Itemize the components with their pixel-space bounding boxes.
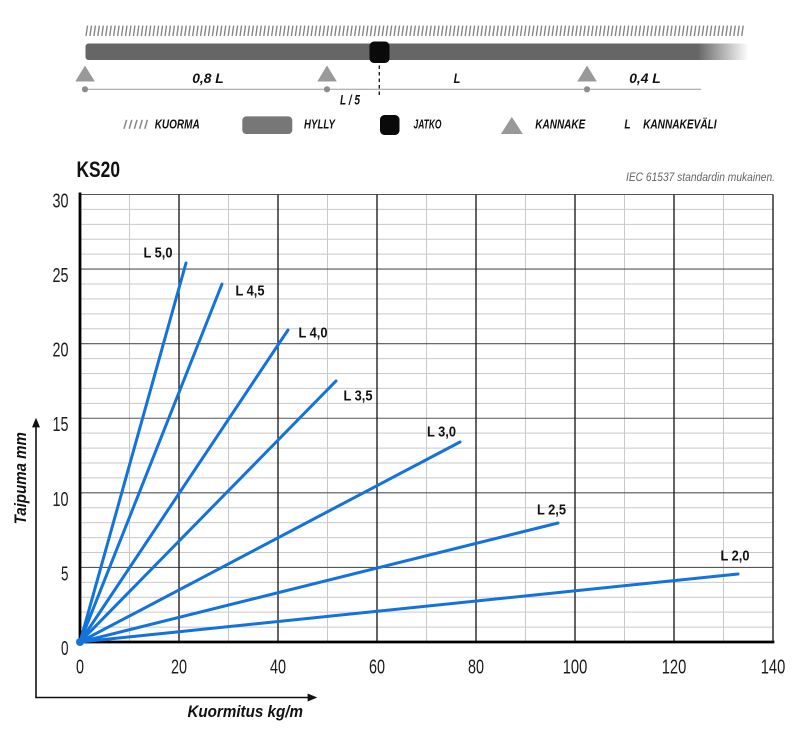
svg-text:KS20: KS20 (77, 157, 121, 182)
svg-text:80: 80 (468, 656, 484, 678)
svg-text:L: L (454, 71, 461, 86)
svg-text:0: 0 (61, 638, 69, 660)
svg-text:L 3,5: L 3,5 (344, 388, 373, 405)
svg-text:60: 60 (369, 656, 385, 678)
svg-text:100: 100 (563, 656, 588, 678)
svg-text:30: 30 (53, 191, 69, 213)
svg-text:10: 10 (53, 489, 69, 511)
svg-text:Kuormitus kg/m: Kuormitus kg/m (187, 702, 303, 721)
svg-text:20: 20 (171, 656, 187, 678)
svg-text:L 3,0: L 3,0 (427, 424, 456, 441)
svg-text:5: 5 (61, 563, 69, 585)
svg-text:L 4,0: L 4,0 (299, 325, 328, 342)
svg-text:KUORMA: KUORMA (155, 117, 200, 132)
svg-text:L: L (624, 117, 630, 132)
svg-text:140: 140 (761, 656, 786, 678)
svg-text:20: 20 (53, 340, 69, 362)
svg-text:L 4,5: L 4,5 (236, 283, 265, 300)
svg-text:Taipuma mm: Taipuma mm (11, 432, 30, 524)
svg-text:15: 15 (53, 414, 69, 436)
svg-text:L 5,0: L 5,0 (144, 245, 173, 262)
svg-text:KANNAKEVÄLI: KANNAKEVÄLI (643, 117, 717, 132)
svg-text:IEC 61537 standardin mukainen.: IEC 61537 standardin mukainen. (626, 172, 775, 184)
svg-text:HYLLY: HYLLY (304, 117, 336, 132)
svg-text:0,8 L: 0,8 L (192, 71, 224, 86)
svg-text:0,4 L: 0,4 L (629, 71, 661, 86)
svg-text:L 2,5: L 2,5 (537, 502, 566, 519)
svg-text:JATKO: JATKO (414, 117, 442, 132)
svg-text:L 2,0: L 2,0 (721, 548, 750, 565)
svg-text:25: 25 (53, 265, 69, 287)
svg-text:40: 40 (270, 656, 286, 678)
svg-text:120: 120 (662, 656, 687, 678)
svg-text:L / 5: L / 5 (340, 93, 360, 108)
svg-text:0: 0 (76, 656, 84, 678)
svg-text:KANNAKE: KANNAKE (535, 117, 585, 132)
